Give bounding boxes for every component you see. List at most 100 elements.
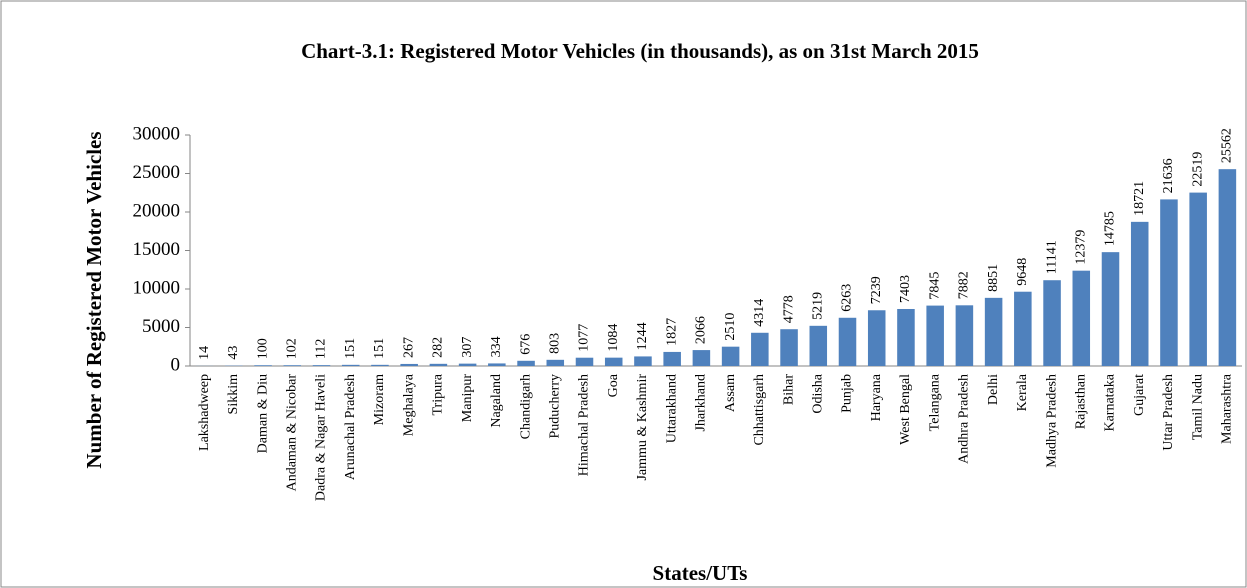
bar: [1101, 252, 1120, 366]
bar: [488, 363, 506, 366]
x-tick-label: Madhya Pradesh: [1044, 374, 1059, 468]
data-label: 282: [431, 337, 446, 358]
data-label: 7882: [957, 271, 972, 299]
bar: [721, 346, 740, 366]
chart-title: Chart-3.1: Registered Motor Vehicles (in…: [301, 39, 979, 63]
data-label: 2066: [694, 316, 709, 344]
x-tick-label: Andhra Pradesh: [957, 374, 972, 464]
x-tick-label: Bihar: [781, 374, 796, 405]
x-tick-label: Jammu & Kashmir: [635, 374, 650, 481]
x-tick-label: Himachal Pradesh: [577, 374, 592, 476]
bar: [341, 364, 360, 366]
x-tick-label: Kerala: [1015, 373, 1030, 411]
bar: [663, 351, 681, 366]
x-tick-label: Assam: [723, 374, 738, 412]
x-tick-label: Arunachal Pradesh: [343, 374, 358, 480]
bar: [1072, 270, 1091, 366]
y-tick-label: 10000: [133, 277, 181, 298]
bar: [1043, 280, 1061, 366]
x-tick-label: Daman & Diu: [255, 374, 270, 453]
y-tick-label: 25000: [133, 162, 181, 183]
x-tick-label: Tamil Nadu: [1190, 374, 1205, 440]
data-label: 334: [489, 336, 504, 357]
bar: [575, 357, 594, 366]
x-tick-label: Uttar Pradesh: [1161, 374, 1176, 451]
x-tick-label: Karnataka: [1103, 373, 1118, 431]
data-label: 307: [460, 337, 475, 358]
data-label: 14785: [1103, 211, 1118, 246]
x-tick-label: Haryana: [869, 373, 884, 421]
bar: [400, 363, 418, 366]
x-tick-label: Jharkhand: [694, 374, 709, 432]
data-label: 8851: [986, 264, 1001, 292]
data-label: 21636: [1161, 158, 1176, 193]
x-tick-label: Puducherry: [547, 374, 562, 439]
bar: [838, 317, 857, 366]
x-tick-label: Goa: [606, 373, 621, 397]
y-axis-title: Number of Registered Motor Vehicles: [82, 131, 106, 468]
y-tick-label: 15000: [133, 239, 181, 260]
data-label: 11141: [1044, 240, 1059, 274]
x-tick-label: Telangana: [927, 373, 942, 431]
x-tick-label: Chhattisgarh: [752, 374, 767, 446]
data-label: 22519: [1190, 152, 1205, 187]
bar: [926, 305, 944, 366]
x-tick-label: Andaman & Nicobar: [284, 374, 299, 492]
data-label: 2510: [723, 313, 738, 341]
data-label: 43: [226, 346, 241, 360]
data-label: 803: [547, 333, 562, 354]
x-tick-label: Gujarat: [1132, 374, 1147, 416]
y-tick-label: 20000: [133, 200, 181, 221]
x-tick-label: Delhi: [986, 374, 1001, 405]
data-label: 7239: [869, 276, 884, 304]
data-label: 112: [314, 339, 329, 359]
data-label: 1244: [635, 322, 650, 350]
data-label: 18721: [1132, 181, 1147, 216]
bar: [780, 329, 798, 366]
data-label: 151: [372, 338, 387, 359]
data-label: 267: [401, 337, 416, 358]
bar: [604, 357, 623, 366]
bar: [312, 365, 331, 366]
y-tick-label: 0: [171, 354, 181, 375]
bar: [429, 363, 448, 366]
data-label: 100: [255, 338, 270, 359]
x-tick-label: Odisha: [810, 373, 825, 413]
bar: [984, 297, 1003, 366]
x-tick-label: Nagaland: [489, 374, 504, 428]
bar: [283, 365, 302, 366]
x-tick-label: Manipur: [460, 374, 475, 423]
y-tick-label: 30000: [133, 123, 181, 144]
x-tick-label: Chandigarh: [518, 374, 533, 439]
x-tick-label: Uttarakhand: [664, 374, 679, 443]
data-label: 25562: [1220, 128, 1235, 163]
data-label: 7845: [927, 272, 942, 300]
bar: [1130, 221, 1149, 366]
x-tick-label: Dadra & Nagar Haveli: [314, 374, 329, 501]
data-label: 1077: [577, 324, 592, 352]
data-label: 14: [197, 346, 212, 360]
data-label: 5219: [810, 292, 825, 320]
data-label: 12379: [1073, 230, 1088, 265]
x-tick-label: Meghalaya: [401, 373, 416, 436]
bar: [1189, 192, 1207, 366]
data-label: 4778: [781, 295, 796, 323]
bar: [517, 360, 535, 366]
bar: [809, 325, 828, 366]
bar: [751, 332, 769, 366]
data-label: 151: [343, 338, 358, 359]
x-tick-label: Punjab: [840, 374, 855, 413]
y-tick-label: 5000: [142, 316, 180, 337]
x-tick-label: Rajasthan: [1073, 374, 1088, 429]
x-tick-label: Tripura: [431, 373, 446, 415]
data-label: 4314: [752, 299, 767, 327]
bar: [254, 365, 272, 366]
bar: [955, 305, 974, 366]
data-label: 1084: [606, 324, 621, 352]
bar: [897, 308, 915, 366]
bar: [634, 356, 652, 366]
bar: [1218, 169, 1237, 366]
bar: [458, 363, 477, 366]
